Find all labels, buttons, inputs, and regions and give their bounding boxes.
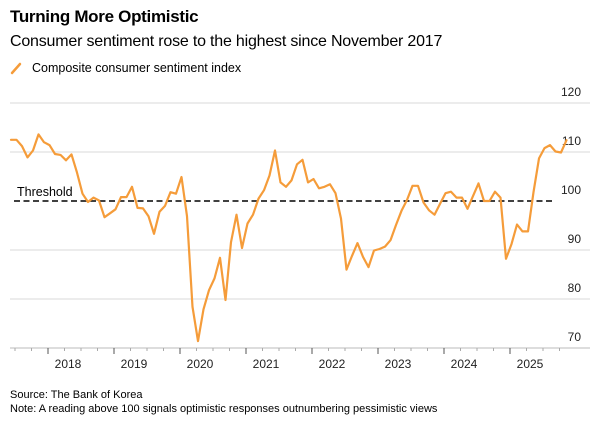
- x-tick-label-2023: 2023: [385, 357, 412, 371]
- x-tick-label-2021: 2021: [253, 357, 280, 371]
- line-chart: 70 80 90 100 110 120 2018 2019 2020 2021 2022 2023 2…: [9, 85, 590, 371]
- y-tick-label-110: 110: [562, 134, 581, 148]
- chart-subtitle: Consumer sentiment rose to the highest s…: [10, 33, 443, 50]
- y-tick-label-90: 90: [568, 232, 582, 246]
- series-line-0: [9, 133, 568, 343]
- threshold-label: Threshold: [17, 185, 73, 199]
- legend: Composite consumer sentiment index: [10, 61, 241, 75]
- x-tick-label-2020: 2020: [187, 357, 214, 371]
- y-tick-label-120: 120: [561, 85, 581, 99]
- y-tick-label-100: 100: [561, 183, 581, 197]
- x-tick-label-2022: 2022: [319, 357, 346, 371]
- x-tick-label-2018: 2018: [55, 357, 82, 371]
- footnote: Note: A reading above 100 signals optimi…: [10, 403, 438, 415]
- legend-label: Composite consumer sentiment index: [32, 61, 242, 75]
- chart-title: Turning More Optimistic: [10, 7, 199, 26]
- chart-footer: Source: The Bank of Korea Note: A readin…: [10, 388, 437, 416]
- x-tick-label-2025: 2025: [517, 357, 544, 371]
- x-tick-label-2019: 2019: [121, 357, 148, 371]
- legend-line-icon: [10, 62, 22, 75]
- source-note: Source: The Bank of Korea: [10, 389, 143, 401]
- y-tick-label-70: 70: [568, 330, 582, 344]
- x-tick-label-2024: 2024: [451, 357, 478, 371]
- y-tick-label-80: 80: [568, 281, 582, 295]
